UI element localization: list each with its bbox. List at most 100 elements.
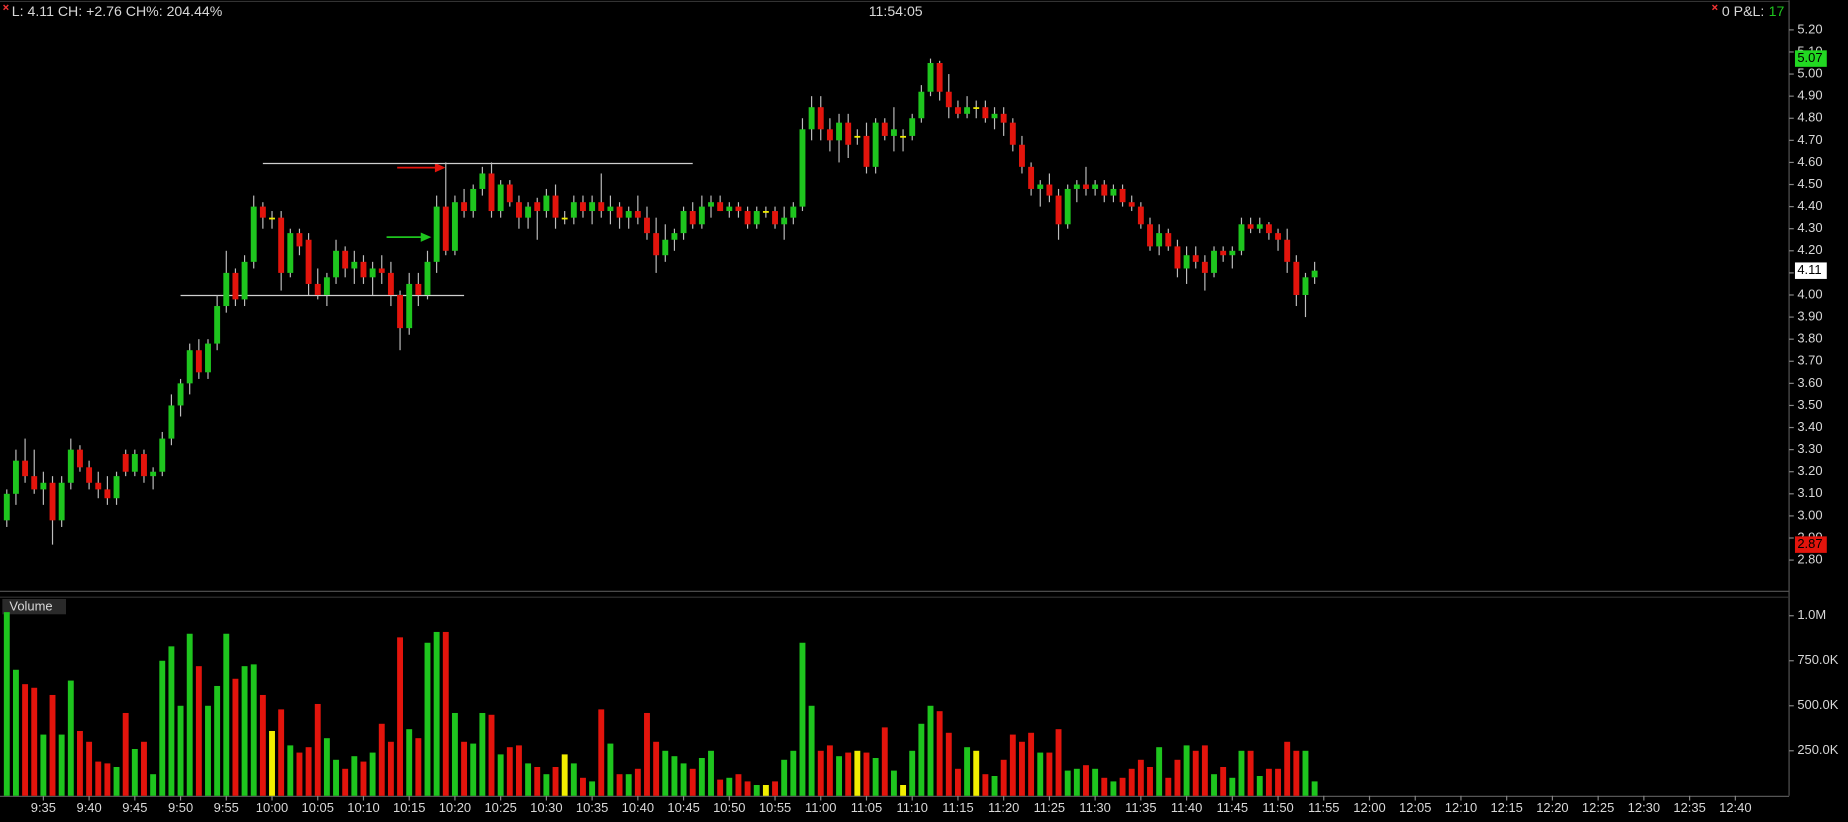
candle-body	[241, 261, 248, 300]
volume-bar	[561, 754, 568, 796]
volume-bar	[451, 712, 458, 796]
volume-bar	[1265, 768, 1272, 796]
volume-bar	[250, 664, 257, 796]
volume-bar	[342, 768, 349, 796]
y2-tick-label: 500.0K	[1797, 697, 1838, 712]
candle-body	[708, 202, 714, 207]
candle-body	[433, 206, 440, 262]
volume-bar	[22, 684, 29, 796]
x-tick-label: 10:15	[393, 800, 425, 815]
candle-body	[1183, 255, 1190, 269]
x-tick-label: 9:55	[214, 800, 239, 815]
candle-body	[205, 343, 211, 373]
volume-bar	[58, 734, 65, 796]
candle-body	[177, 383, 184, 406]
volume-bar	[223, 633, 230, 796]
candle-body	[287, 233, 294, 273]
candle-body	[653, 233, 660, 256]
candle-body	[1220, 250, 1227, 256]
y-tick-label: 3.70	[1797, 353, 1822, 368]
volume-bar	[77, 730, 83, 796]
volume-bar	[872, 757, 879, 796]
volume-bar	[808, 705, 815, 796]
volume-bar	[589, 781, 596, 796]
x-tick-label: 12:25	[1582, 800, 1614, 815]
volume-bar	[1302, 750, 1309, 796]
volume-bar	[689, 768, 696, 796]
x-tick-label: 11:55	[1308, 800, 1339, 815]
candle-body	[909, 118, 916, 136]
volume-title-box	[2, 598, 66, 615]
y-tick-label: 4.40	[1797, 198, 1822, 213]
candle-body	[1019, 144, 1025, 167]
x-tick-label: 10:30	[530, 800, 562, 815]
candle-body	[762, 211, 769, 213]
volume-bar	[49, 694, 56, 796]
volume-bar	[159, 660, 166, 796]
close-icon[interactable]	[3, 4, 9, 11]
candle-body	[1284, 239, 1291, 262]
candle-body	[488, 173, 495, 212]
candle-body	[936, 63, 943, 92]
volume-bar	[1311, 781, 1318, 796]
volume-bar	[863, 752, 870, 796]
candle-body	[506, 184, 513, 203]
volume-bar	[1019, 741, 1025, 796]
volume-bar	[598, 709, 605, 796]
y2-tick-label: 1.0M	[1797, 607, 1826, 622]
volume-bar	[954, 768, 961, 796]
x-tick-label: 12:00	[1353, 800, 1385, 815]
x-tick-label: 11:50	[1262, 800, 1293, 815]
candle-body	[872, 122, 879, 167]
volume-bar	[708, 750, 714, 796]
pnl-value: 17	[1769, 3, 1785, 19]
volume-bar	[616, 774, 623, 796]
y-tick-label: 4.60	[1797, 154, 1822, 169]
candle-body	[1128, 202, 1135, 207]
candle-body	[168, 405, 175, 439]
candle-body	[644, 217, 650, 234]
volume-bar	[662, 750, 669, 796]
candle-body	[982, 107, 989, 119]
volume-bar	[890, 770, 897, 796]
volume-bar	[1147, 766, 1153, 796]
volume-bar	[644, 712, 650, 796]
volume-bar	[305, 747, 312, 796]
candle-body	[580, 202, 586, 212]
candle-body	[1238, 224, 1245, 251]
candle-body	[22, 460, 29, 477]
clock: 11:54:05	[869, 3, 923, 19]
candle-body	[662, 239, 669, 256]
green-arrow	[386, 232, 432, 242]
x-tick-label: 9:50	[168, 800, 193, 815]
candle-body	[1119, 188, 1126, 203]
volume-bar	[488, 714, 495, 796]
candle-body	[104, 489, 111, 499]
volume-bar	[278, 709, 285, 796]
x-tick-label: 12:30	[1628, 800, 1660, 815]
volume-bar	[1119, 777, 1126, 796]
candle-body	[58, 482, 65, 521]
volume-bar	[744, 781, 751, 796]
candle-body	[305, 239, 312, 284]
candle-body	[964, 107, 971, 114]
candle-body	[159, 438, 166, 472]
volume-bar	[1174, 759, 1181, 796]
candle-body	[598, 202, 605, 212]
y-tick-label: 4.50	[1797, 176, 1822, 191]
candle-body	[95, 482, 102, 490]
close-icon[interactable]	[1711, 4, 1718, 11]
candle-body	[296, 233, 303, 247]
volume-bar	[552, 766, 559, 796]
candle-body	[698, 206, 705, 225]
y-tick-label: 4.00	[1797, 286, 1822, 301]
candle-body	[479, 173, 486, 189]
volume-bar	[900, 785, 907, 796]
y-tick-label: 4.30	[1797, 220, 1822, 235]
candle-body	[86, 467, 93, 483]
volume-bar	[625, 774, 632, 796]
x-tick-label: 12:15	[1490, 800, 1522, 815]
volume-bar	[845, 752, 852, 796]
volume-bar	[634, 768, 641, 796]
x-tick-label: 9:45	[122, 800, 147, 815]
